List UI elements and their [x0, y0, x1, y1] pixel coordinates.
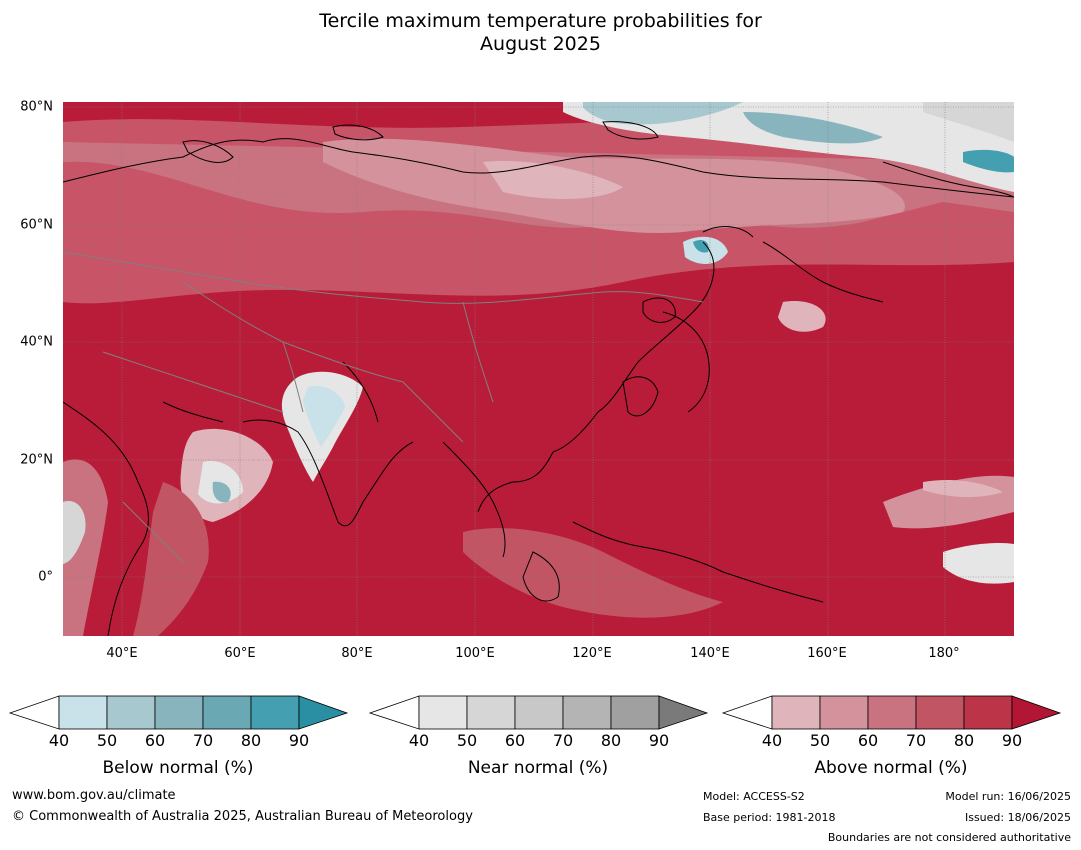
tick-near-80: 80	[600, 731, 622, 750]
colorbar-above-normal	[721, 695, 1062, 730]
tick-below-90: 90	[288, 731, 310, 750]
colorbar-above-segment-5	[963, 695, 1013, 730]
title-line-2: August 2025	[480, 33, 601, 55]
legend-above-normal	[721, 690, 1062, 730]
tick-below-70: 70	[192, 731, 214, 750]
colorbar-above-segment-4	[915, 695, 965, 730]
tick-above-70: 70	[905, 731, 927, 750]
colorbar-near-segment-4	[562, 695, 612, 730]
lat-label-40n: 40°N	[20, 334, 53, 350]
colorbar-near-segment-5	[610, 695, 660, 730]
legend-near-normal	[368, 690, 709, 730]
legend-title-near-normal: Near normal (%)	[467, 758, 609, 778]
tick-above-60: 60	[857, 731, 879, 750]
colorbar-below-arrow	[298, 695, 349, 730]
colorbar-below-segment-5	[250, 695, 300, 730]
tick-below-40: 40	[48, 731, 70, 750]
footer-model-run: Model run: 16/06/2025	[945, 790, 1071, 803]
lon-label-100e: 100°E	[455, 646, 495, 661]
colorbar-below-segment-4	[202, 695, 252, 730]
probability-map	[63, 102, 1014, 636]
tick-near-40: 40	[408, 731, 430, 750]
map-title: Tercile maximum temperature probabilitie…	[0, 10, 1081, 56]
tick-below-50: 50	[96, 731, 118, 750]
footer-disclaimer: Boundaries are not considered authoritat…	[827, 831, 1071, 844]
footer-issued: Issued: 18/06/2025	[964, 811, 1071, 824]
colorbar-above-segment-2	[819, 695, 869, 730]
lat-label-60n: 60°N	[20, 217, 53, 233]
tick-above-50: 50	[809, 731, 831, 750]
lon-label-40e: 40°E	[106, 646, 138, 661]
tick-below-80: 80	[240, 731, 262, 750]
tick-above-90: 90	[1001, 731, 1023, 750]
colorbar-near-segment-1	[418, 695, 468, 730]
colorbar-above-arrow	[1011, 695, 1062, 730]
tick-near-70: 70	[552, 731, 574, 750]
footer-base-period: Base period: 1981-2018	[703, 811, 836, 824]
colorbar-near-segment-2	[466, 695, 516, 730]
colorbar-near-arrow	[658, 695, 709, 730]
lon-label-60e: 60°E	[224, 646, 256, 661]
colorbar-below-normal	[8, 695, 349, 730]
colorbar-below-segment-2	[106, 695, 156, 730]
lon-label-120e: 120°E	[572, 646, 612, 661]
legend-title-above-normal: Above normal (%)	[814, 758, 968, 778]
colorbar-below-segment-1	[58, 695, 108, 730]
tick-near-50: 50	[456, 731, 478, 750]
lat-label-0: 0°	[38, 569, 53, 585]
tick-above-80: 80	[953, 731, 975, 750]
tick-near-90: 90	[648, 731, 670, 750]
lat-label-80n: 80°N	[20, 99, 53, 115]
legend-below-normal	[8, 690, 349, 730]
footer-model: Model: ACCESS-S2	[703, 790, 805, 803]
title-line-1: Tercile maximum temperature probabilitie…	[319, 10, 762, 32]
colorbar-near-segment-3	[514, 695, 564, 730]
lon-label-160e: 160°E	[807, 646, 847, 661]
colorbar-near-normal	[368, 695, 709, 730]
colorbar-above-segment-1	[771, 695, 821, 730]
footer-website: www.bom.gov.au/climate	[12, 788, 176, 803]
legend-title-below-normal: Below normal (%)	[102, 758, 254, 778]
lat-label-20n: 20°N	[20, 452, 53, 468]
tick-above-40: 40	[761, 731, 783, 750]
tick-below-60: 60	[144, 731, 166, 750]
colorbar-below-segment-3	[154, 695, 204, 730]
lon-label-180: 180°	[928, 646, 960, 661]
lon-label-140e: 140°E	[690, 646, 730, 661]
map-canvas	[63, 102, 1014, 636]
lon-label-80e: 80°E	[341, 646, 373, 661]
footer-copyright: © Commonwealth of Australia 2025, Austra…	[12, 809, 473, 824]
colorbar-above-segment-3	[867, 695, 917, 730]
tick-near-60: 60	[504, 731, 526, 750]
